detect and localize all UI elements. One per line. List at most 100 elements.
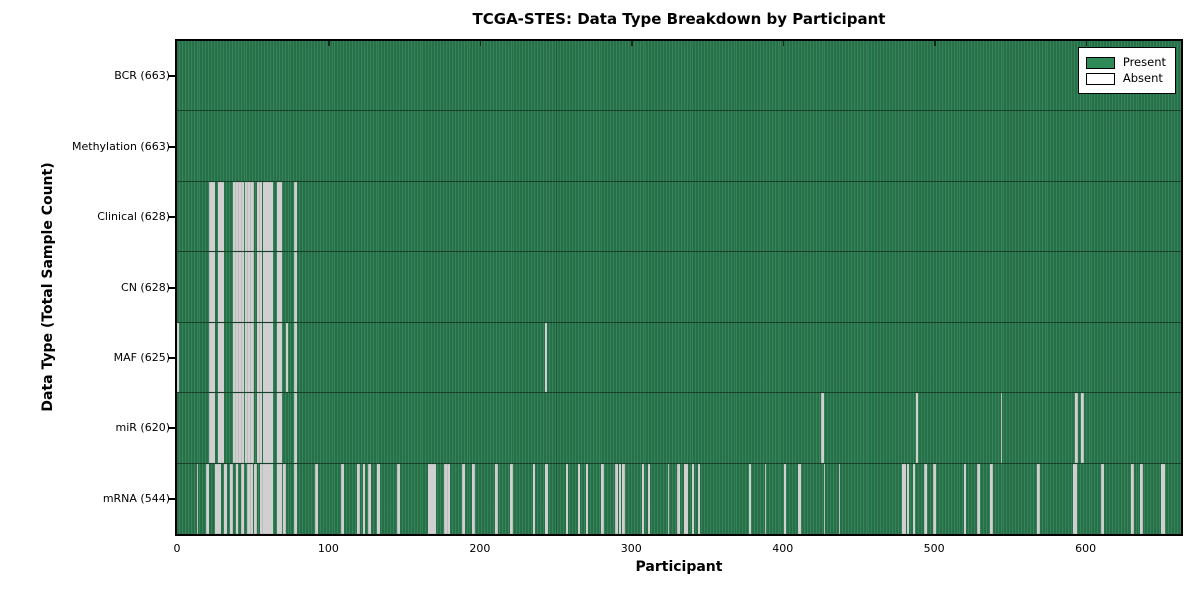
absent-stripe: [246, 393, 249, 463]
x-tick-label-100: 100: [317, 542, 339, 555]
absent-stripe: [838, 463, 841, 534]
legend-label-present: Present: [1122, 55, 1166, 69]
absent-stripe: [616, 463, 618, 534]
absent-stripe: [822, 393, 824, 463]
absent-stripe: [251, 393, 253, 463]
x-tick-mark-top: [782, 41, 785, 46]
absent-stripe: [279, 322, 282, 393]
absent-stripe: [278, 463, 281, 534]
absent-stripe: [246, 463, 249, 534]
absent-stripe: [177, 322, 179, 393]
absent-stripe: [269, 252, 272, 322]
y-tick-label-BCR: BCR (663): [114, 69, 170, 83]
absent-stripe: [219, 463, 222, 534]
absent-stripe: [1141, 463, 1144, 534]
absent-stripe: [248, 393, 250, 463]
absent-stripe: [208, 393, 211, 463]
absent-stripe: [266, 252, 269, 322]
absent-stripe: [220, 393, 223, 463]
absent-stripe: [210, 393, 212, 463]
absent-stripe: [340, 463, 343, 534]
absent-stripe: [1100, 463, 1103, 534]
absent-stripe: [1131, 463, 1133, 534]
absent-stripe: [225, 463, 228, 534]
absent-stripe: [369, 463, 371, 534]
absent-stripe: [240, 252, 243, 322]
absent-stripe: [1082, 393, 1085, 463]
absent-stripe: [923, 463, 926, 534]
absent-stripe: [614, 463, 617, 534]
absent-stripe: [990, 463, 992, 534]
absent-stripe: [1140, 463, 1142, 534]
absent-stripe: [210, 252, 212, 322]
absent-stripe: [240, 322, 243, 393]
absent-stripe: [251, 252, 253, 322]
absent-stripe: [237, 181, 240, 252]
absent-stripe: [267, 181, 270, 252]
absent-stripe: [463, 463, 465, 534]
absent-stripe: [295, 463, 297, 534]
absent-stripe: [293, 393, 296, 463]
absent-stripe: [217, 322, 220, 393]
absent-stripe: [685, 463, 688, 534]
absent-stripe: [208, 252, 211, 322]
matrix-row-Methylation: [177, 111, 1181, 182]
absent-stripe: [217, 463, 220, 534]
absent-stripe: [278, 322, 281, 393]
absent-stripe: [254, 463, 256, 534]
absent-stripe: [429, 463, 432, 534]
absent-stripe: [1038, 463, 1041, 534]
absent-stripe: [1076, 393, 1079, 463]
absent-stripe: [269, 322, 272, 393]
absent-stripe: [358, 463, 361, 534]
absent-stripe: [249, 393, 252, 463]
absent-stripe: [566, 463, 568, 534]
absent-stripe: [211, 252, 214, 322]
absent-stripe: [213, 181, 216, 252]
absent-stripe: [240, 463, 243, 534]
matrix-row-mRNA: [177, 463, 1181, 534]
absent-stripe: [263, 181, 265, 252]
x-tick-label-200: 200: [469, 542, 491, 555]
absent-stripe: [222, 252, 225, 322]
absent-stripe: [511, 463, 514, 534]
absent-stripe: [276, 252, 279, 322]
absent-stripe: [249, 181, 252, 252]
absent-stripe: [270, 181, 273, 252]
absent-stripe: [242, 181, 244, 252]
legend-entry-absent: Absent: [1085, 72, 1166, 85]
absent-stripe: [1161, 463, 1163, 534]
absent-stripe: [245, 181, 247, 252]
absent-stripe: [252, 252, 255, 322]
y-tick-label-Clinical: Clinical (628): [97, 210, 170, 224]
plot-area: Present Absent: [175, 39, 1183, 536]
absent-stripe: [667, 463, 670, 534]
absent-stripe: [510, 463, 512, 534]
absent-stripe: [270, 463, 273, 534]
absent-stripe: [295, 181, 297, 252]
x-axis-label: Participant: [635, 559, 723, 575]
absent-stripe: [279, 393, 282, 463]
absent-stripe: [976, 463, 979, 534]
absent-stripe: [239, 252, 241, 322]
absent-stripe: [242, 463, 244, 534]
absent-stripe: [1102, 463, 1104, 534]
absent-stripe: [248, 181, 250, 252]
y-tick-label-MAF: MAF (625): [113, 350, 170, 364]
absent-stripe: [1074, 463, 1077, 534]
absent-stripe: [934, 463, 936, 534]
y-tick-mark: [169, 497, 175, 500]
absent-stripe: [912, 463, 915, 534]
absent-stripe: [260, 181, 262, 252]
absent-stripe: [295, 322, 297, 393]
absent-stripe: [267, 463, 270, 534]
present-swatch: [1085, 56, 1115, 69]
y-tick-mark: [169, 145, 175, 148]
absent-stripe: [233, 181, 235, 252]
absent-stripe: [213, 393, 216, 463]
absent-stripe: [246, 181, 249, 252]
absent-stripe: [267, 393, 270, 463]
absent-stripe: [214, 463, 217, 534]
absent-stripe: [270, 393, 273, 463]
